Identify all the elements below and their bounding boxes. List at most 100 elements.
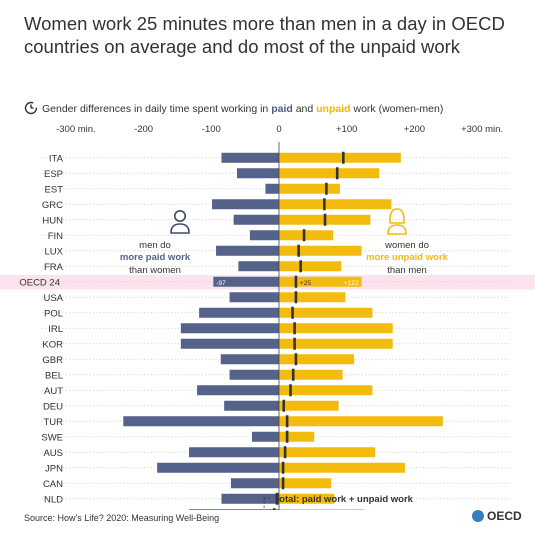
total-marker bbox=[294, 353, 298, 366]
category-label: DEU bbox=[43, 401, 63, 412]
paid-bar bbox=[233, 214, 279, 225]
category-label: EST bbox=[45, 184, 64, 195]
paid-bar bbox=[188, 447, 279, 458]
x-tick-label: -100 bbox=[202, 124, 221, 135]
category-label: USA bbox=[43, 293, 63, 304]
source-note: Source: How's Life? 2020: Measuring Well… bbox=[24, 513, 220, 523]
paid-bar bbox=[123, 416, 279, 427]
unpaid-bar bbox=[279, 183, 340, 194]
category-label: IRL bbox=[48, 324, 63, 335]
unpaid-bar bbox=[279, 462, 405, 473]
unpaid-value-label: +122 bbox=[344, 280, 359, 287]
unpaid-bar bbox=[279, 431, 315, 442]
paid-bar bbox=[238, 261, 279, 272]
total-marker bbox=[342, 151, 345, 164]
paid-bar bbox=[211, 199, 279, 210]
total-marker bbox=[289, 384, 292, 397]
total-marker bbox=[285, 430, 289, 443]
man-icon-body bbox=[170, 223, 190, 234]
unpaid-bar bbox=[279, 338, 393, 349]
paid-bar bbox=[237, 168, 279, 179]
category-label: JPN bbox=[45, 463, 63, 474]
oecd-globe-icon bbox=[472, 510, 484, 522]
paid-bar bbox=[197, 385, 279, 396]
category-label: POL bbox=[44, 308, 63, 319]
chart-canvas: -300 min. -200 -100 0 +100 +200 +300 min. ITA ES… bbox=[0, 124, 535, 510]
x-tick-label: -300 min. bbox=[56, 124, 96, 135]
category-label: GRC bbox=[42, 200, 63, 211]
unpaid-bar bbox=[279, 276, 362, 287]
paid-bar bbox=[220, 354, 279, 365]
total-marker bbox=[293, 322, 296, 335]
total-marker bbox=[285, 415, 289, 428]
total-marker bbox=[335, 167, 339, 180]
category-label: GBR bbox=[42, 355, 63, 366]
paid-bar bbox=[229, 369, 279, 380]
men-annotation-line3: than women bbox=[129, 265, 181, 276]
x-tick-label: +300 min. bbox=[461, 124, 503, 135]
unpaid-bar bbox=[279, 230, 334, 241]
paid-value-label: -97 bbox=[216, 280, 226, 287]
x-tick-label: +200 bbox=[404, 124, 425, 135]
subtitle-prefix: Gender differences in daily time spent w… bbox=[42, 103, 272, 115]
category-label: BEL bbox=[45, 370, 63, 381]
total-marker bbox=[272, 508, 276, 510]
total-marker bbox=[283, 446, 287, 459]
category-label: TUR bbox=[43, 417, 63, 428]
paid-bar bbox=[180, 338, 279, 349]
unpaid-bar bbox=[279, 199, 392, 210]
women-annotation-line1: women do bbox=[384, 240, 429, 251]
woman-icon-body bbox=[387, 224, 407, 235]
paid-bar bbox=[157, 462, 279, 473]
total-marker bbox=[325, 182, 328, 195]
total-legend-label: total: paid work + unpaid work bbox=[276, 494, 414, 505]
unpaid-bar bbox=[279, 493, 335, 504]
woman-icon bbox=[389, 208, 405, 224]
paid-bar bbox=[221, 493, 279, 504]
category-label: AUS bbox=[43, 448, 63, 459]
unpaid-bar bbox=[279, 168, 380, 179]
paid-bar bbox=[224, 400, 279, 411]
total-value-label: +25 bbox=[300, 280, 311, 287]
paid-bar bbox=[249, 230, 279, 241]
paid-bar bbox=[188, 509, 279, 510]
paid-bar bbox=[265, 183, 279, 194]
total-marker bbox=[281, 461, 285, 474]
x-tick-label: -200 bbox=[134, 124, 153, 135]
total-marker bbox=[281, 477, 285, 490]
total-marker bbox=[291, 368, 295, 381]
subtitle-middle: and bbox=[292, 103, 317, 115]
total-marker bbox=[323, 198, 326, 211]
men-annotation-line2: more paid work bbox=[120, 252, 191, 263]
unpaid-bar bbox=[279, 509, 365, 510]
unpaid-bar bbox=[279, 385, 373, 396]
paid-bar bbox=[221, 152, 279, 163]
category-label: CAN bbox=[43, 479, 63, 490]
total-marker bbox=[302, 229, 306, 242]
total-marker bbox=[275, 492, 279, 505]
unpaid-bar bbox=[279, 261, 342, 272]
category-label: NLD bbox=[44, 494, 63, 505]
unpaid-bar bbox=[279, 447, 376, 458]
chart-title: Women work 25 minutes more than men in a… bbox=[24, 13, 505, 57]
paid-bar bbox=[251, 431, 279, 442]
unpaid-bar bbox=[279, 323, 393, 334]
paid-bar bbox=[199, 307, 279, 318]
unpaid-bar bbox=[279, 354, 355, 365]
subtitle-suffix: work (women-men) bbox=[350, 103, 444, 115]
category-label: SWE bbox=[41, 432, 63, 443]
women-annotation-line2: more unpaid work bbox=[366, 252, 449, 263]
category-label: ITA bbox=[49, 153, 64, 164]
unpaid-bar bbox=[279, 369, 343, 380]
subtitle-paid: paid bbox=[271, 103, 293, 115]
category-label: HUN bbox=[42, 215, 63, 226]
category-label: KOR bbox=[42, 339, 63, 350]
category-label: AUT bbox=[44, 386, 63, 397]
unpaid-bar bbox=[279, 307, 373, 318]
total-marker bbox=[297, 244, 300, 257]
oecd-logo-text: OECD bbox=[487, 509, 522, 523]
category-label: ESP bbox=[44, 169, 63, 180]
paid-bar bbox=[216, 245, 279, 256]
total-marker bbox=[323, 213, 327, 226]
category-label: OECD 24 bbox=[19, 277, 60, 288]
